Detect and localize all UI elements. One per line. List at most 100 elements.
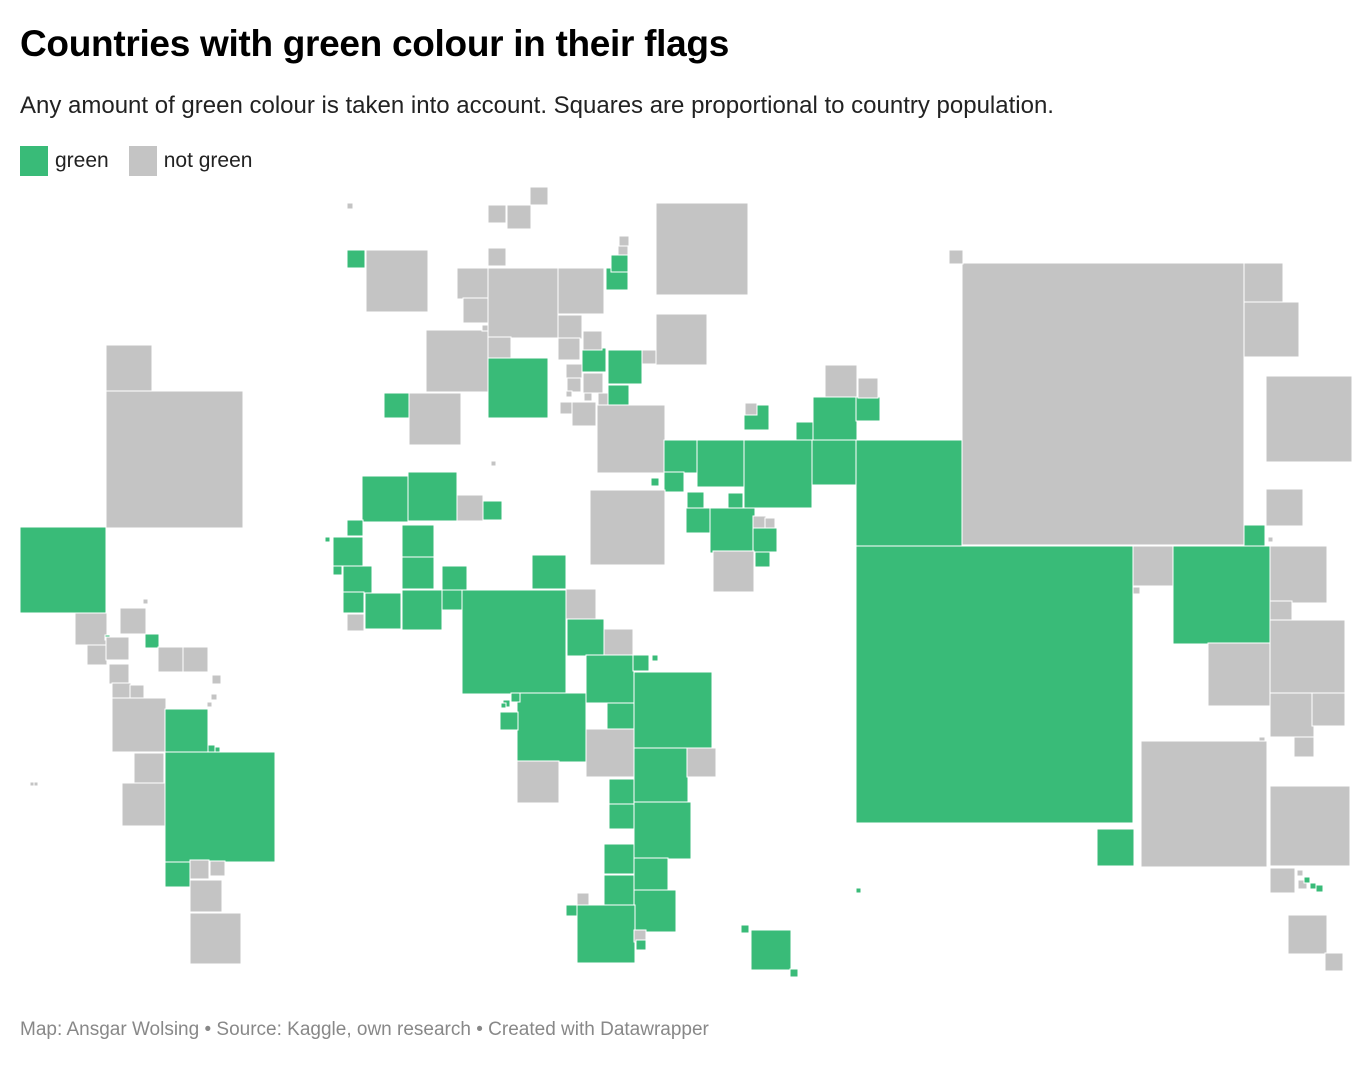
country-square-green [585,654,635,704]
country-square-not-green [119,607,147,635]
country-square-not-green [189,912,242,965]
country-square-green [332,536,364,568]
country-square-green [383,392,410,419]
country-square-green [608,778,635,805]
country-square-green [696,439,745,488]
country-square-green [633,889,677,933]
country-square-green [727,492,744,509]
country-square-green [401,556,435,590]
country-square-not-green [948,249,964,265]
country-square-green [531,554,567,590]
country-square-not-green [1269,619,1346,696]
country-square-green [633,671,713,751]
country-square-green [650,477,660,487]
country-square-green [1309,882,1317,890]
country-square-not-green [462,297,489,324]
country-square-green [607,349,643,385]
country-square-green [565,904,578,917]
country-tiles [19,186,1353,978]
country-square-not-green [1258,736,1266,744]
country-square-not-green [133,752,165,784]
country-square-not-green [686,747,717,778]
country-square-green [502,699,511,708]
country-square-green [740,924,750,934]
country-square-green [346,249,366,269]
country-square-green [633,857,669,893]
country-square-not-green [744,402,758,416]
country-square-green [482,500,503,521]
country-square-green [401,589,443,631]
country-square-not-green [764,517,776,529]
country-square-not-green [752,515,767,530]
country-square-not-green [487,204,507,224]
country-square-not-green [1269,785,1351,867]
country-square-not-green [487,267,559,339]
footer-credit: Created with Datawrapper [488,1019,709,1040]
country-square-not-green [516,760,560,804]
country-square-not-green [1269,545,1328,604]
country-square-green [709,507,756,554]
legend-item-not-green: not green [128,146,252,176]
country-square-green [607,384,630,407]
country-square-not-green [589,489,666,566]
country-square-green [342,591,365,614]
country-square-not-green [1269,692,1315,738]
legend: green not green [20,146,272,176]
country-square-green [324,536,331,543]
country-square-not-green [86,644,108,666]
country-square-not-green [425,329,489,393]
country-square-not-green [481,324,489,332]
country-square-not-green [346,202,354,210]
country-square-green [855,396,881,422]
country-square-green [144,633,160,649]
country-square-not-green [1207,642,1272,707]
country-square-not-green [1287,914,1328,955]
country-square-not-green [1132,545,1174,587]
country-square-not-green [506,204,532,230]
country-square-green [606,702,635,731]
country-square-green [499,711,519,731]
country-square-green [632,654,650,672]
country-square-green [104,634,111,641]
country-square-not-green [565,390,573,398]
country-square-green [576,904,636,964]
country-square-green [855,439,963,547]
country-square-not-green [576,892,590,906]
country-square-not-green [1269,867,1296,894]
country-square-green [633,801,692,860]
country-square-green [633,747,689,803]
country-square-not-green [456,494,484,522]
country-square-green [754,551,771,568]
country-square-green [581,347,607,373]
country-square-not-green [961,262,1245,546]
country-square-not-green [857,377,879,399]
country-square-green [346,519,364,537]
legend-label-green: green [55,149,109,172]
country-square-not-green [105,390,244,529]
country-square-green [610,254,629,273]
legend-swatch-green [20,146,48,176]
country-square-green [750,929,792,971]
country-square-not-green [142,598,149,605]
country-square-green [651,654,659,662]
country-square-not-green [565,363,583,381]
country-square-green [608,803,635,830]
country-square-green [663,439,698,474]
country-square-not-green [1297,879,1308,890]
country-square-green [164,751,276,863]
country-square-not-green [487,247,507,267]
country-square-not-green [1265,488,1304,527]
country-square-green [19,526,107,614]
country-square-not-green [617,244,629,256]
country-square-green [743,404,770,431]
country-square-not-green [582,330,603,351]
country-square-green [566,618,605,657]
country-square-not-green [189,879,223,913]
country-square-not-green [105,636,130,661]
country-square-not-green [408,392,462,446]
country-square-green [635,939,647,951]
country-square-green [441,565,468,592]
country-square-not-green [655,313,708,366]
country-square-not-green [346,613,365,632]
country-square-green [164,861,191,888]
